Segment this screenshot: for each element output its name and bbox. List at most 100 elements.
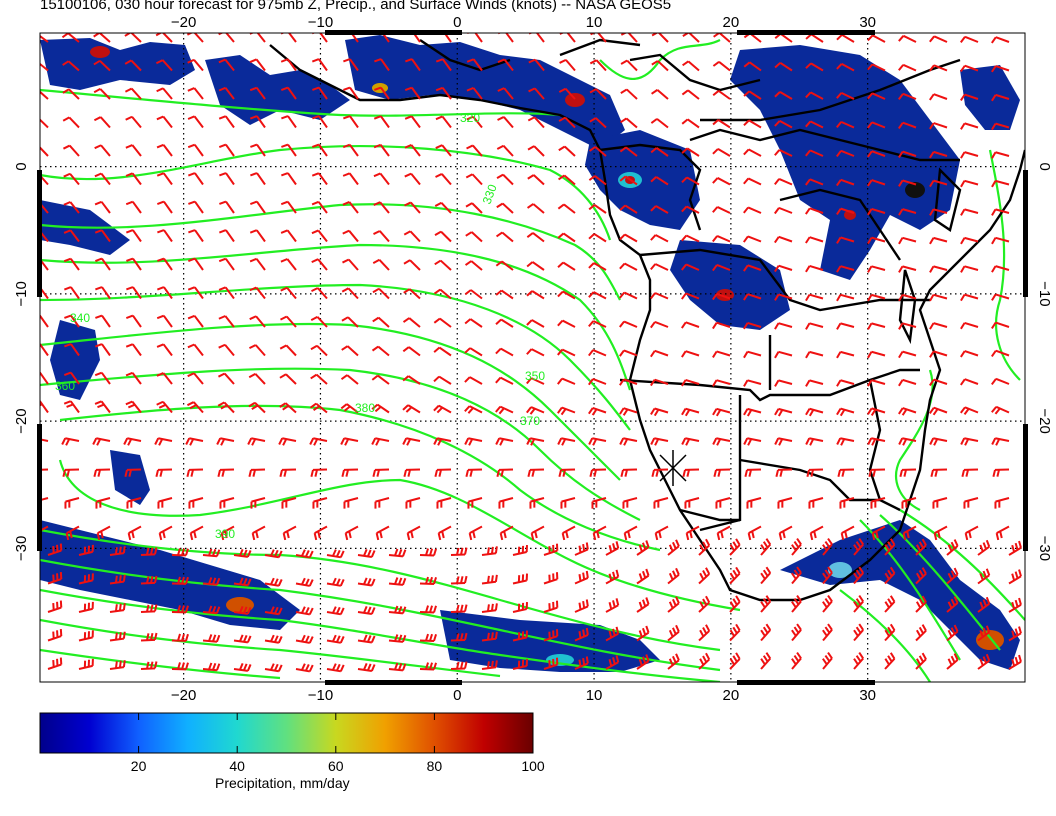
wind-barb <box>342 201 359 214</box>
wind-barb <box>481 574 498 585</box>
contour-line <box>40 88 561 117</box>
precip-area <box>730 45 960 280</box>
wind-barb <box>497 87 514 100</box>
wind-barb <box>898 437 917 446</box>
wind-barb <box>233 634 252 644</box>
wind-barb <box>698 595 711 613</box>
wind-barb <box>994 497 1010 509</box>
wind-barb <box>311 229 328 243</box>
wind-barb <box>187 286 204 300</box>
map-frame <box>39 32 1026 683</box>
wind-barb <box>126 257 142 271</box>
wind-barb <box>62 88 80 100</box>
wind-barb <box>126 497 142 509</box>
wind-barb <box>466 87 483 100</box>
contour-label: 380 <box>355 401 375 415</box>
wind-barb <box>898 350 917 359</box>
wind-barb <box>450 547 468 556</box>
wind-barb <box>403 288 421 300</box>
wind-barb <box>915 595 927 613</box>
wind-barb <box>247 437 266 446</box>
lat-tick-label-left: −30 <box>13 536 30 561</box>
wind-barb <box>929 322 948 330</box>
wind-barb <box>651 89 669 100</box>
wind-barb <box>156 314 173 328</box>
wind-barb <box>156 200 173 214</box>
wind-barb <box>249 58 266 72</box>
wind-barb <box>620 117 638 129</box>
wind-barb <box>992 468 1010 477</box>
lon-tick-label-bottom: 30 <box>859 687 876 704</box>
lon-tick-label-top: −20 <box>171 14 196 31</box>
contour-line <box>40 322 621 481</box>
lon-tick-label-bottom: −20 <box>171 687 196 704</box>
wind-barb <box>853 538 864 556</box>
wind-barb <box>496 173 514 186</box>
wind-barb <box>805 437 824 446</box>
precip-area <box>960 65 1020 130</box>
wind-barb <box>526 290 545 300</box>
wind-barb <box>915 538 927 556</box>
wind-barb <box>836 265 855 273</box>
wind-barb <box>698 652 711 670</box>
wind-barb <box>961 468 979 477</box>
wind-barb <box>341 316 359 328</box>
wind-barb <box>867 437 886 446</box>
wind-barb <box>623 525 638 541</box>
wind-barb <box>342 172 359 186</box>
wind-barb <box>341 287 359 300</box>
wind-barb <box>929 265 948 273</box>
wind-barb <box>250 497 266 509</box>
wind-barb <box>187 115 204 129</box>
wind-barb <box>188 497 204 509</box>
contour-labels: 320 330 340 350 360 370 380 390 <box>55 111 545 541</box>
wind-barb <box>343 497 359 509</box>
wind-barb <box>375 525 390 541</box>
wind-barb <box>636 654 650 670</box>
wind-barb <box>729 538 741 556</box>
wind-barb <box>712 61 731 72</box>
wind-barb <box>186 468 204 477</box>
wind-barb <box>280 315 297 328</box>
wind-barb <box>867 265 886 273</box>
wind-barb <box>898 265 917 273</box>
wind-barb <box>964 525 979 541</box>
lon-tick-label-top: 0 <box>453 14 461 31</box>
wind-barb <box>248 401 266 414</box>
wind-barb <box>280 286 297 300</box>
wind-barb <box>853 595 864 613</box>
wind-barb <box>202 662 221 672</box>
wind-barb <box>930 468 948 477</box>
wind-barb <box>836 207 855 216</box>
wind-barb <box>991 65 1010 73</box>
wind-barb <box>995 525 1010 541</box>
wind-barb <box>156 172 173 186</box>
wind-barb <box>681 379 700 387</box>
wind-barb <box>78 544 94 556</box>
wind-barb <box>61 437 80 446</box>
wind-barb <box>404 115 421 129</box>
wind-barb <box>341 468 359 477</box>
wind-barb <box>78 601 94 613</box>
wind-barb <box>946 653 959 670</box>
wind-barb <box>681 234 700 243</box>
wind-barb <box>63 172 80 186</box>
lat-tick-label-left: −20 <box>13 408 30 433</box>
wind-barb <box>311 258 328 271</box>
wind-barb <box>434 230 452 243</box>
wind-barb <box>867 34 886 43</box>
wind-barb <box>1008 569 1022 585</box>
wind-barb <box>681 118 700 129</box>
wind-barb <box>450 632 468 642</box>
precip-area <box>110 450 150 505</box>
wind-barb <box>716 525 731 541</box>
contour-label: 390 <box>215 527 235 541</box>
wind-barb <box>805 407 824 417</box>
wind-barb <box>526 348 545 357</box>
wind-barb <box>219 497 235 509</box>
wind-barb <box>543 657 559 670</box>
contour-line <box>40 618 501 678</box>
wind-barb <box>650 263 669 271</box>
wind-barb <box>281 497 297 509</box>
wind-barb <box>899 468 917 477</box>
